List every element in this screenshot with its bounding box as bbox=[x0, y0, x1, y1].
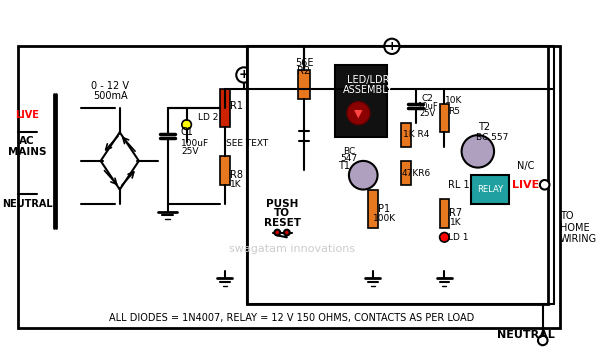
Text: NEUTRAL: NEUTRAL bbox=[497, 330, 554, 340]
Text: R2: R2 bbox=[298, 66, 311, 76]
Text: 500mA: 500mA bbox=[93, 91, 128, 101]
Text: LD 1: LD 1 bbox=[448, 233, 469, 242]
Circle shape bbox=[284, 230, 290, 235]
Circle shape bbox=[182, 120, 191, 129]
Text: RELAY: RELAY bbox=[477, 185, 503, 194]
Text: ASSEMBLY: ASSEMBLY bbox=[343, 85, 393, 95]
Text: 1K: 1K bbox=[450, 217, 461, 226]
Text: T2: T2 bbox=[478, 122, 491, 132]
Text: R1: R1 bbox=[230, 100, 243, 111]
Text: NEUTRAL: NEUTRAL bbox=[2, 199, 52, 209]
Bar bbox=[220, 156, 230, 185]
Text: R7: R7 bbox=[449, 208, 463, 219]
Text: PUSH: PUSH bbox=[266, 199, 298, 209]
Circle shape bbox=[461, 135, 494, 168]
Text: R5: R5 bbox=[448, 107, 460, 116]
Text: BC: BC bbox=[343, 147, 355, 156]
Text: BC 557: BC 557 bbox=[476, 134, 508, 143]
Text: 10uF: 10uF bbox=[417, 102, 437, 111]
Text: 547: 547 bbox=[340, 153, 358, 162]
Text: TO: TO bbox=[274, 208, 290, 219]
Circle shape bbox=[440, 233, 449, 242]
Circle shape bbox=[349, 161, 377, 190]
Bar bbox=[220, 89, 230, 127]
Bar bbox=[471, 175, 509, 204]
Circle shape bbox=[274, 230, 280, 235]
Text: 100K: 100K bbox=[373, 214, 396, 223]
Text: C1: C1 bbox=[181, 127, 194, 137]
Bar bbox=[335, 66, 387, 137]
Text: 10K: 10K bbox=[445, 96, 463, 105]
Text: 100uF: 100uF bbox=[181, 139, 209, 148]
Text: ALL DIODES = 1N4007, RELAY = 12 V 150 OHMS, CONTACTS AS PER LOAD: ALL DIODES = 1N4007, RELAY = 12 V 150 OH… bbox=[109, 314, 474, 323]
Text: AC
MAINS: AC MAINS bbox=[8, 136, 46, 157]
Text: 56E: 56E bbox=[295, 58, 313, 68]
Text: ▼: ▼ bbox=[354, 108, 363, 118]
Text: 1K R4: 1K R4 bbox=[403, 130, 429, 139]
Text: T1: T1 bbox=[338, 161, 350, 171]
Text: R8: R8 bbox=[230, 170, 243, 180]
Text: 25V: 25V bbox=[419, 109, 436, 118]
Bar bbox=[440, 104, 449, 132]
Text: SEE TEXT: SEE TEXT bbox=[226, 139, 268, 148]
Text: C2: C2 bbox=[421, 94, 433, 103]
Text: 25V: 25V bbox=[181, 147, 199, 156]
Text: LIVE: LIVE bbox=[15, 110, 39, 120]
Text: LD 2: LD 2 bbox=[198, 113, 218, 122]
Text: +: + bbox=[239, 68, 249, 81]
Bar bbox=[368, 190, 377, 228]
Text: TO
HOME
WIRING: TO HOME WIRING bbox=[560, 211, 597, 244]
Bar bbox=[17, 46, 560, 328]
Bar bbox=[440, 199, 449, 228]
Text: 47KR6: 47KR6 bbox=[401, 169, 430, 178]
Bar bbox=[401, 161, 411, 185]
Bar bbox=[401, 123, 411, 147]
Text: RL 1: RL 1 bbox=[448, 180, 470, 190]
Text: +: + bbox=[386, 40, 397, 53]
Circle shape bbox=[347, 102, 370, 125]
Circle shape bbox=[384, 39, 400, 54]
Polygon shape bbox=[299, 124, 309, 131]
Circle shape bbox=[540, 180, 550, 190]
Circle shape bbox=[236, 67, 251, 82]
Text: P1: P1 bbox=[378, 204, 391, 213]
Text: N/C: N/C bbox=[517, 161, 534, 171]
Circle shape bbox=[538, 336, 548, 345]
Text: RESET: RESET bbox=[263, 218, 301, 228]
Text: 0 - 12 V: 0 - 12 V bbox=[91, 81, 129, 91]
Text: 1K: 1K bbox=[230, 180, 242, 189]
Text: LED/LDR: LED/LDR bbox=[347, 75, 389, 85]
Bar bbox=[247, 46, 548, 304]
Bar bbox=[298, 70, 310, 99]
Text: swagatam innovations: swagatam innovations bbox=[229, 244, 355, 254]
Text: LIVE: LIVE bbox=[512, 180, 539, 190]
Polygon shape bbox=[299, 133, 309, 141]
